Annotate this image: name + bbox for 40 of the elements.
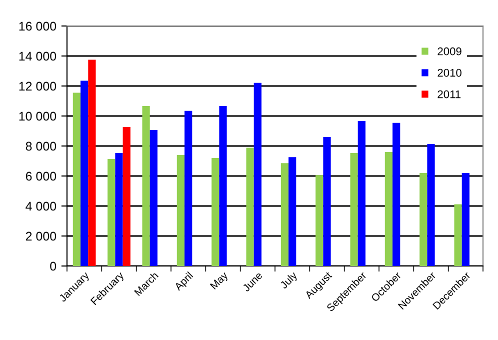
bar: [350, 153, 358, 266]
bar: [454, 204, 462, 266]
bar: [88, 60, 96, 266]
bar: [427, 144, 435, 266]
bar: [80, 80, 88, 266]
y-tick-label: 6 000: [26, 172, 56, 181]
legend-label: 2009: [438, 47, 462, 56]
bar: [420, 173, 428, 266]
y-tick-label: 16 000: [19, 22, 56, 31]
bar: [323, 137, 331, 266]
bar: [358, 120, 366, 266]
bar: [384, 152, 393, 266]
bar: [280, 163, 289, 266]
y-tick-label: 14 000: [19, 52, 56, 61]
y-tick-label: 12 000: [19, 82, 56, 91]
y-tick-label: 4 000: [26, 202, 56, 211]
y-tick-label: 2 000: [26, 232, 56, 241]
bar: [254, 82, 262, 266]
bar: [150, 130, 158, 266]
bar: [212, 158, 220, 266]
bar: [316, 175, 324, 266]
bar: [115, 153, 123, 266]
bar: [176, 155, 185, 266]
bar: [122, 126, 130, 266]
x-tick-label: July: [279, 270, 300, 291]
x-tick-label: May: [210, 271, 230, 292]
legend-label: 2010: [438, 68, 462, 77]
y-tick-label: 10 000: [19, 112, 56, 121]
bar: [184, 110, 192, 266]
bar: [108, 159, 116, 266]
bar: [392, 122, 400, 266]
bar: [462, 173, 470, 266]
bar: [219, 106, 227, 266]
bar: [288, 157, 296, 266]
bar: [246, 148, 254, 266]
y-tick-label: 0: [50, 262, 56, 271]
legend-label: 2011: [438, 90, 461, 98]
bar: [142, 106, 150, 266]
y-tick-label: 8 000: [26, 142, 56, 151]
bar: [72, 92, 81, 266]
